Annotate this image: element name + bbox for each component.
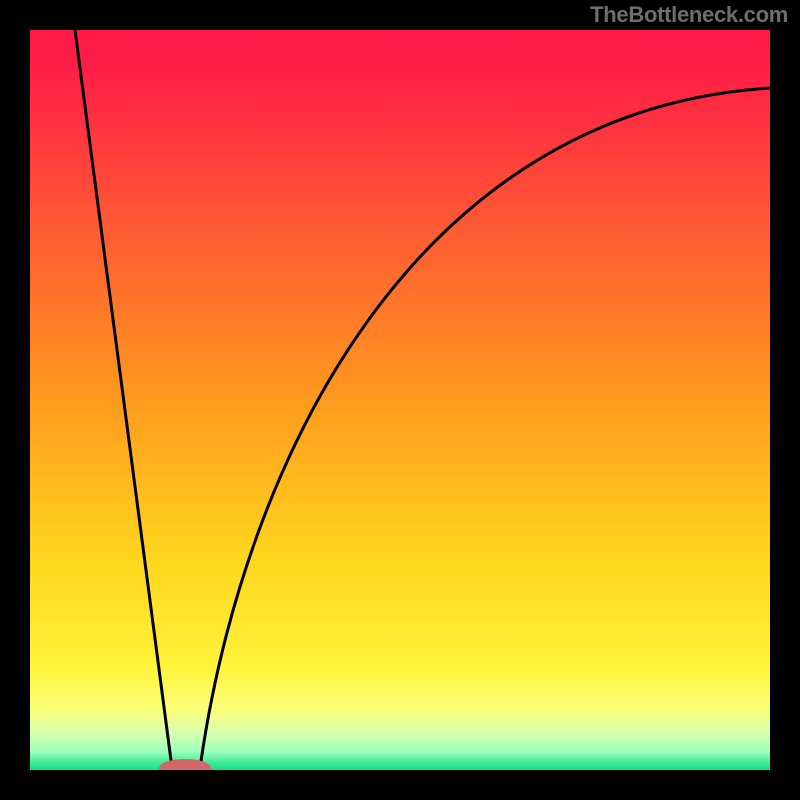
- plot-area: [30, 30, 770, 777]
- watermark-text: TheBottleneck.com: [590, 2, 788, 28]
- chart-container: TheBottleneck.com: [0, 0, 800, 800]
- gradient-background: [30, 30, 770, 770]
- bottleneck-chart-svg: [0, 0, 800, 800]
